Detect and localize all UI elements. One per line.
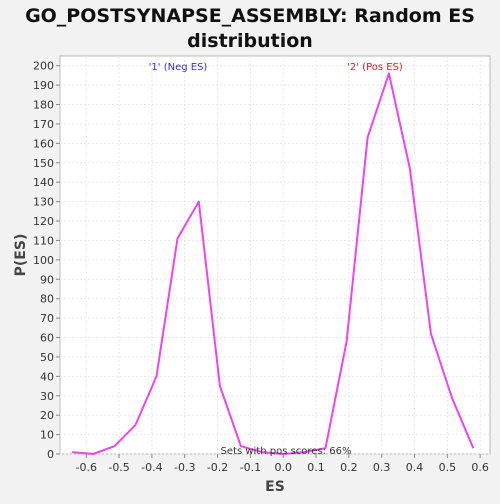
y-tick-label: 130 [33, 196, 54, 209]
y-tick-label: 170 [33, 118, 54, 131]
x-tick-label: 0.4 [406, 461, 424, 474]
annotation-label: Sets with pos scores: 66% [221, 446, 352, 457]
y-tick-label: 180 [33, 99, 54, 112]
x-tick-label: 0.6 [471, 461, 489, 474]
x-tick-label: -0.4 [141, 461, 162, 474]
y-tick-label: 80 [40, 293, 54, 306]
plot-area [59, 55, 491, 455]
series-layer [72, 72, 475, 455]
y-tick-label: 120 [33, 215, 54, 228]
y-tick-label: 50 [40, 351, 54, 364]
x-tick-label: -0.1 [240, 461, 261, 474]
y-tick-label: 90 [40, 273, 54, 286]
axes: 0 10 20 30 40 50 60 70 80 90 100 110 120 130 140 150 160… [33, 60, 489, 474]
y-tick-label: 150 [33, 157, 54, 170]
x-tick-label: 0.1 [307, 461, 325, 474]
series-line [72, 72, 475, 455]
y-tick-label: 140 [33, 176, 54, 189]
chart-title-line-1: GO_POSTSYNAPSE_ASSEMBLY: Random ES [25, 5, 475, 27]
x-tick-label: -0.3 [174, 461, 195, 474]
y-tick-label: 10 [40, 429, 54, 442]
y-tick-label: 70 [40, 312, 54, 325]
y-tick-label: 20 [40, 409, 54, 422]
chart-title-line-2: distribution [187, 30, 313, 52]
x-axis-label: ES [265, 479, 285, 495]
y-tick-label: 30 [40, 390, 54, 403]
x-tick-label: 0.0 [274, 461, 292, 474]
x-tick-label: -0.6 [76, 461, 97, 474]
y-tick-label: 0 [47, 448, 54, 461]
annotation-label: '1' (Neg ES) [149, 62, 208, 73]
annotations: '1' (Neg ES) '2' (Pos ES) Sets with pos sc… [149, 62, 403, 457]
y-tick-label: 60 [40, 332, 54, 345]
y-tick-label: 110 [33, 234, 54, 247]
y-tick-label: 200 [33, 60, 54, 73]
x-tick-label: 0.3 [373, 461, 391, 474]
y-axis-label: P(ES) [13, 234, 29, 277]
x-tick-label: 0.5 [439, 461, 457, 474]
annotation-label: '2' (Pos ES) [347, 62, 403, 73]
y-tick-label: 40 [40, 370, 54, 383]
x-tick-label: -0.5 [108, 461, 129, 474]
x-tick-label: 0.2 [340, 461, 358, 474]
y-tick-label: 100 [33, 254, 54, 267]
y-tick-label: 190 [33, 79, 54, 92]
y-tick-label: 160 [33, 137, 54, 150]
x-tick-label: -0.2 [207, 461, 228, 474]
